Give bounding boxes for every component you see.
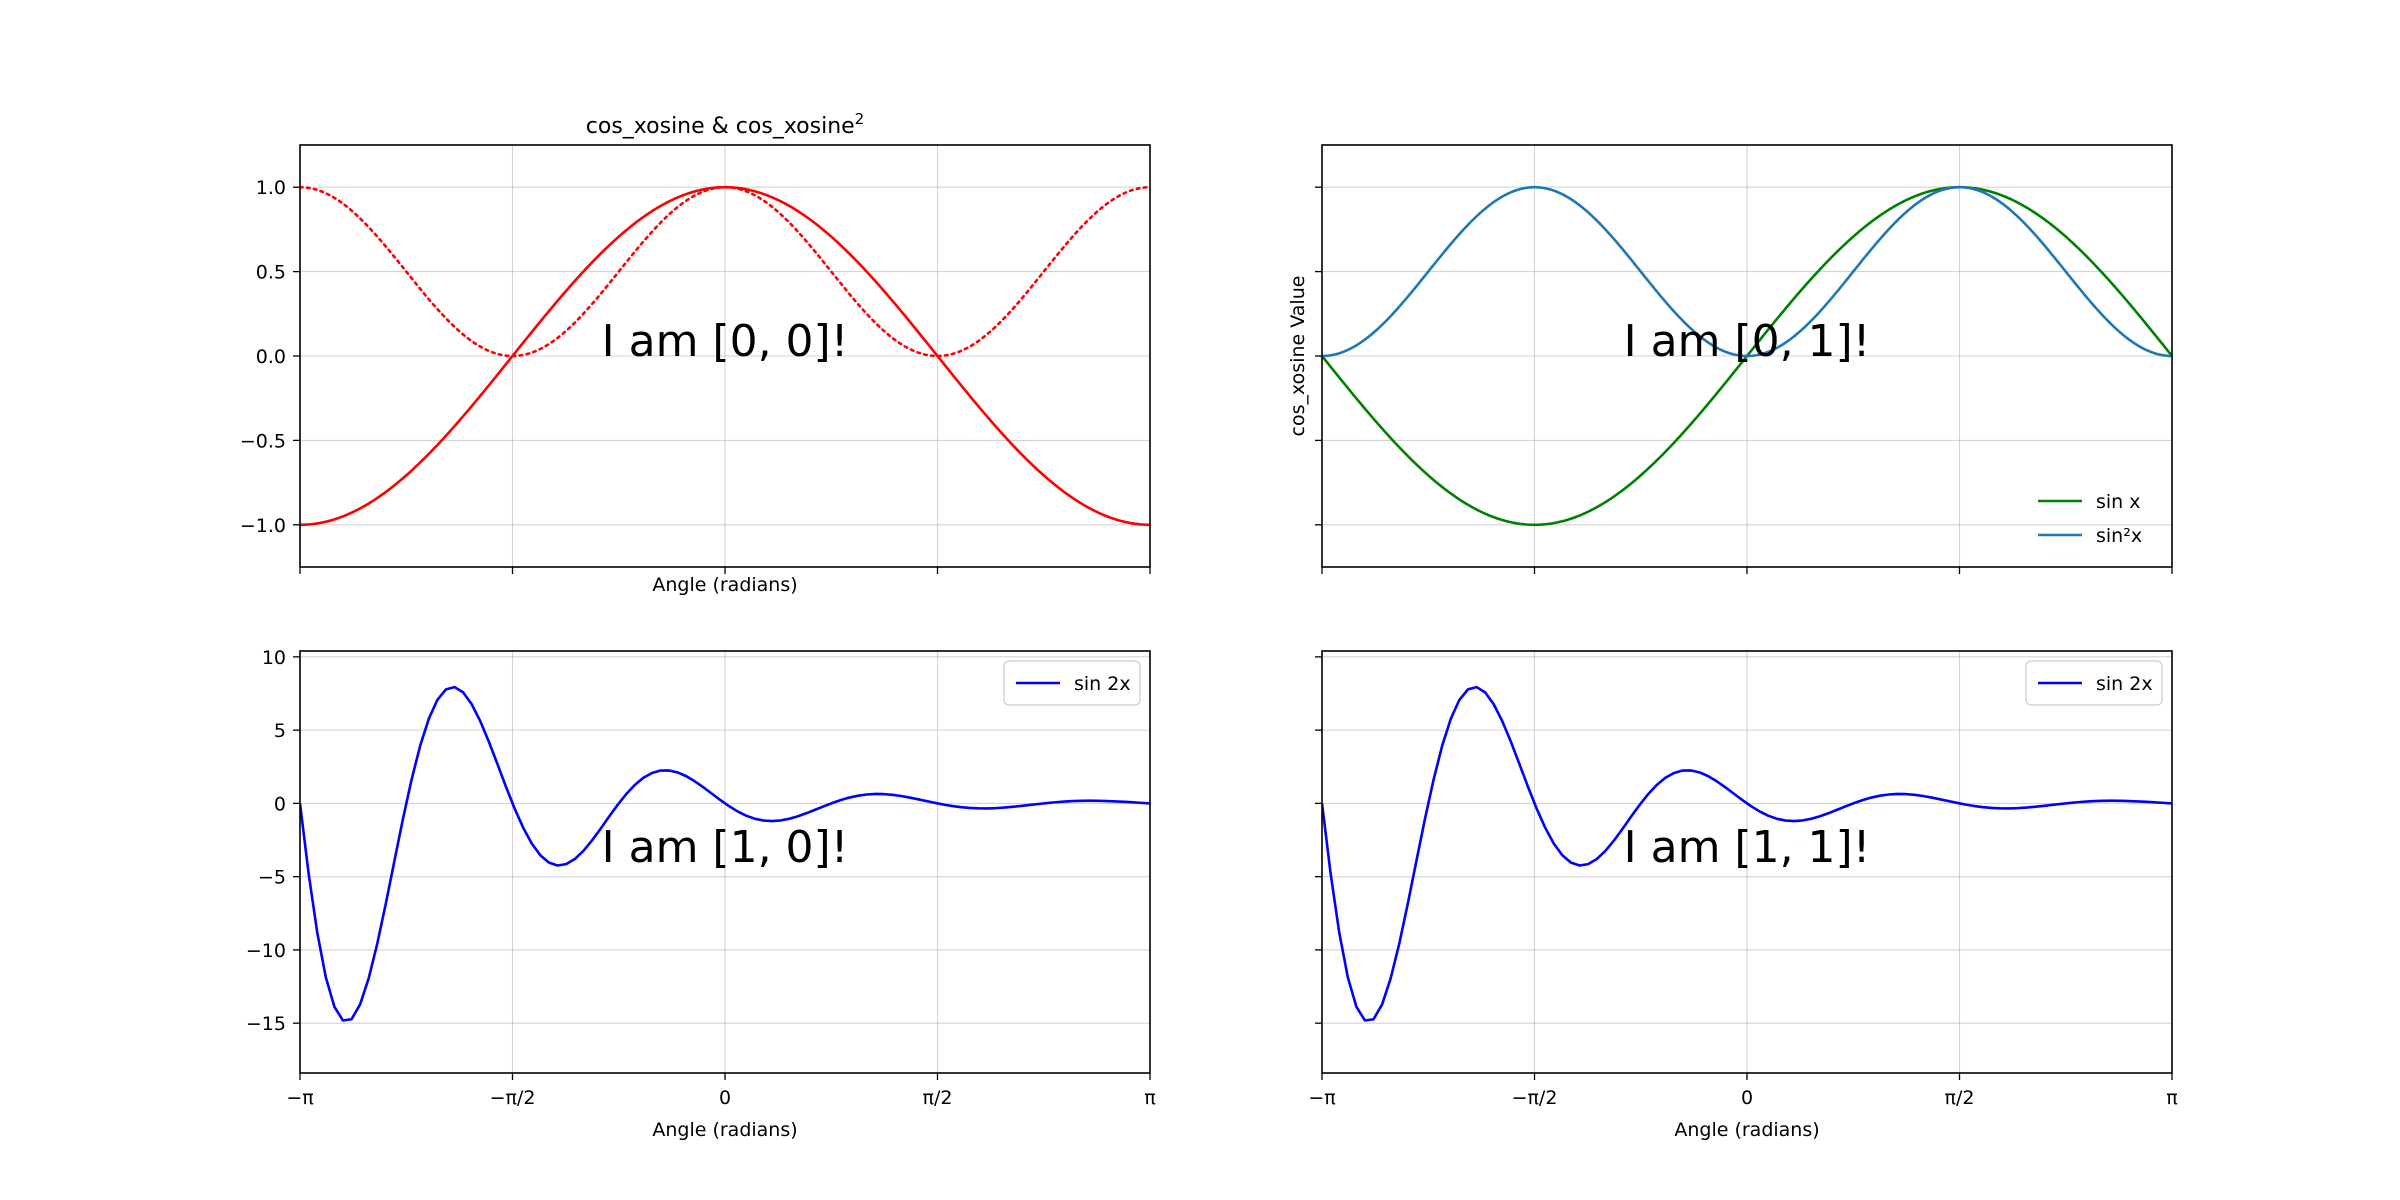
subplot-title-text: cos_xosine & cos_xosine — [586, 114, 855, 139]
x-tick-label: −π — [1308, 1087, 1335, 1109]
legend-label: sin 2x — [2096, 673, 2153, 695]
subplot-grid: 1.0 0.5 0.0 −0.5 −1.0 cos_xosine & cos_xosine… — [240, 110, 2178, 1141]
y-tick-label: 0 — [274, 793, 286, 815]
y-tick-label: 10 — [262, 647, 286, 669]
subplot-bottom-right: −π −π/2 0 π/2 π Angle (radians) I am [1, 1]! si… — [1308, 650, 2178, 1141]
subplot-bottom-left: −π −π/2 0 π/2 π 10 5 0 −5 −10 −15 Angle (radians) I … — [246, 647, 1156, 1141]
x-tick-label: 0 — [719, 1087, 731, 1109]
x-tick-label: π — [1144, 1087, 1155, 1109]
x-axis-label: Angle (radians) — [652, 574, 797, 596]
subplot-top-left: 1.0 0.5 0.0 −0.5 −1.0 cos_xosine & cos_xosine… — [240, 110, 1151, 596]
subplot-title: cos_xosine & cos_xosine2 — [586, 110, 864, 139]
y-tick-label: −1.0 — [240, 515, 286, 537]
panel-annotation: I am [0, 1]! — [1624, 316, 1871, 367]
legend-frame — [2025, 660, 2163, 706]
legend-label: sin²x — [2096, 525, 2142, 547]
x-tick-label: π/2 — [923, 1087, 953, 1109]
x-tick-label: π/2 — [1945, 1087, 1975, 1109]
y-tick-label: −0.5 — [240, 430, 286, 452]
x-axis-label: Angle (radians) — [1674, 1119, 1819, 1141]
panel-annotation: I am [0, 0]! — [602, 316, 849, 367]
y-axis-label: cos_xosine Value — [1287, 276, 1309, 437]
x-tick-label: 0 — [1741, 1087, 1753, 1109]
x-tick-label: −π/2 — [1512, 1087, 1558, 1109]
y-tick-label: −10 — [246, 940, 286, 962]
legend-label: sin x — [2096, 491, 2141, 513]
y-tick-label: −15 — [246, 1013, 286, 1035]
legend: sin 2x — [2025, 660, 2163, 706]
y-tick-label: 0.0 — [256, 346, 286, 368]
legend-label: sin 2x — [1074, 673, 1131, 695]
legend-frame — [1003, 660, 1141, 706]
subplot-title-superscript: 2 — [855, 110, 865, 128]
series-line-1 — [300, 185, 1150, 358]
x-axis-label: Angle (radians) — [652, 1119, 797, 1141]
series-line-0 — [300, 685, 1150, 1022]
y-tick-label: 5 — [274, 720, 286, 742]
legend: sin x sin²x — [2038, 491, 2142, 547]
panel-annotation: I am [1, 1]! — [1624, 822, 1871, 873]
series-line-0 — [1322, 685, 2172, 1022]
subplot-top-right: cos_xosine Value I am [0, 1]! sin x sin²x — [1287, 144, 2173, 574]
legend: sin 2x — [1003, 660, 1141, 706]
x-tick-label: −π/2 — [490, 1087, 536, 1109]
panel-annotation: I am [1, 0]! — [602, 822, 849, 873]
y-tick-label: 0.5 — [256, 262, 286, 284]
x-tick-label: π — [2166, 1087, 2177, 1109]
series-line-1 — [1322, 185, 2172, 358]
y-tick-label: 1.0 — [256, 177, 286, 199]
y-tick-label: −5 — [258, 867, 286, 889]
x-tick-label: −π — [286, 1087, 313, 1109]
